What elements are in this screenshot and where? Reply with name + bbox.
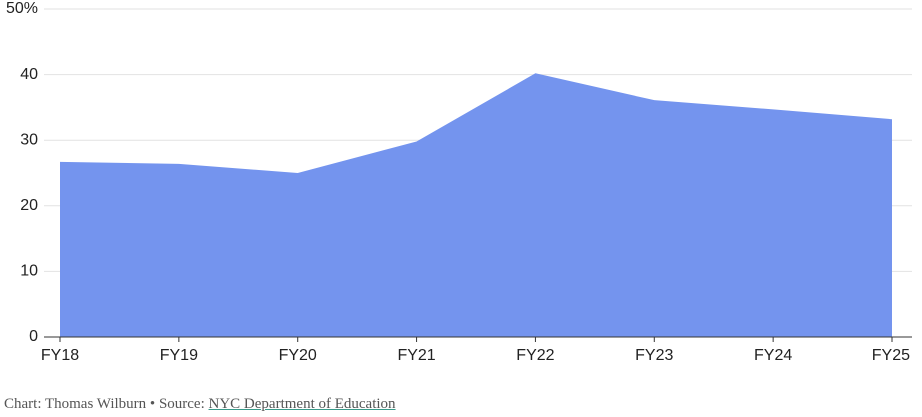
x-tick-label: FY19 [160,347,198,364]
x-tick-label: FY23 [635,347,673,364]
footer: Chart: Thomas Wilburn • Source: NYC Depa… [4,396,396,413]
y-tick-label: 40 [20,66,38,83]
source-link[interactable]: NYC Department of Education [208,396,396,412]
y-tick-label: 0 [29,328,38,345]
x-tick-label: FY20 [279,347,317,364]
y-tick-label: 10 [20,263,38,280]
area [60,73,892,338]
separator: • [149,396,156,412]
x-tick-label: FY24 [754,347,792,364]
x-tick-label: FY22 [516,347,554,364]
y-tick-label: 50% [6,0,38,17]
x-tick-label: FY18 [41,347,79,364]
y-tick-label: 30 [20,131,38,148]
chart: 0 10 20 30 40 50% FY18 FY19 FY20 FY21 FY22 FY23 FY24… [6,0,912,364]
x-tick-label: FY21 [397,347,435,364]
credit: Chart: Thomas Wilburn [4,396,147,412]
y-tick-label: 20 [20,197,38,214]
x-tick-label: FY25 [872,347,910,364]
source-label: Source: [158,396,205,412]
